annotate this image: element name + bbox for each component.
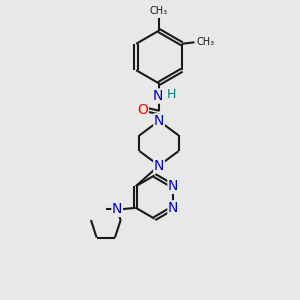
Text: N: N [112, 202, 122, 216]
Text: H: H [167, 88, 176, 101]
Text: N: N [168, 179, 178, 193]
Text: N: N [154, 158, 164, 172]
Text: CH₃: CH₃ [197, 37, 215, 47]
Text: N: N [153, 89, 163, 103]
Text: O: O [137, 103, 148, 116]
Text: N: N [168, 201, 178, 215]
Text: N: N [154, 114, 164, 128]
Text: CH₃: CH₃ [150, 6, 168, 16]
